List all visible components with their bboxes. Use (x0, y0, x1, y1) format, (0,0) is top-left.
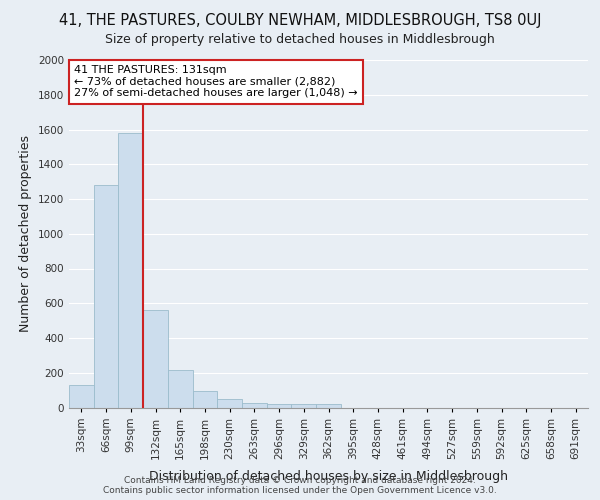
Y-axis label: Number of detached properties: Number of detached properties (19, 135, 32, 332)
Text: Size of property relative to detached houses in Middlesbrough: Size of property relative to detached ho… (105, 32, 495, 46)
Bar (242, 403, 267, 407)
Bar (193, 391, 217, 407)
Bar (316, 404, 341, 407)
Text: 41, THE PASTURES, COULBY NEWHAM, MIDDLESBROUGH, TS8 0UJ: 41, THE PASTURES, COULBY NEWHAM, MIDDLES… (59, 12, 541, 28)
Bar (94, 185, 118, 408)
Text: Contains HM Land Registry data © Crown copyright and database right 2024.
Contai: Contains HM Land Registry data © Crown c… (103, 476, 497, 495)
Bar (118, 133, 143, 407)
Bar (168, 370, 193, 408)
Bar (292, 404, 316, 407)
Text: 41 THE PASTURES: 131sqm
← 73% of detached houses are smaller (2,882)
27% of semi: 41 THE PASTURES: 131sqm ← 73% of detache… (74, 65, 358, 98)
Bar (69, 385, 94, 407)
Bar (267, 404, 292, 407)
X-axis label: Distribution of detached houses by size in Middlesbrough: Distribution of detached houses by size … (149, 470, 508, 483)
Bar (143, 310, 168, 408)
Bar (217, 399, 242, 407)
